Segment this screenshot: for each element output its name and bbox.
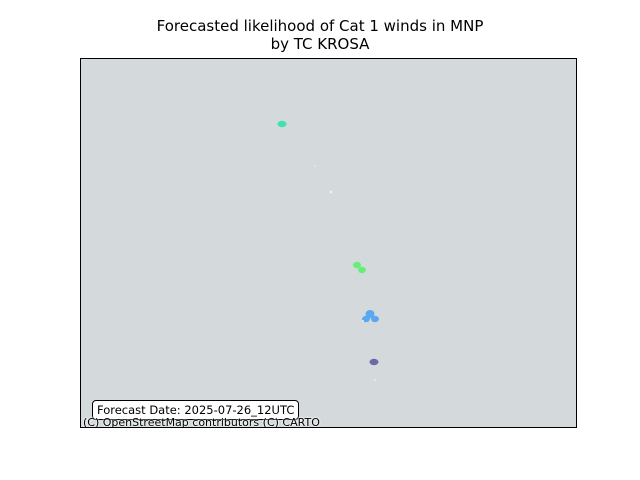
- south-cluster-marker: [365, 310, 375, 318]
- middle-island-marker: [353, 261, 361, 269]
- map-title-line1: Forecasted likelihood of Cat 1 winds in …: [156, 17, 484, 35]
- small-islet: [362, 320, 364, 322]
- south-cluster-marker: [371, 315, 379, 323]
- small-islet: [314, 165, 316, 167]
- north-island-marker: [277, 120, 287, 128]
- middle-island-marker: [358, 266, 366, 274]
- small-islet: [374, 379, 376, 381]
- southern-island-marker: [369, 358, 379, 366]
- map-title: Forecasted likelihood of Cat 1 winds in …: [0, 17, 640, 53]
- map-title-line2: by TC KROSA: [270, 35, 370, 53]
- south-cluster-marker: [362, 315, 370, 323]
- map-attribution: (C) OpenStreetMap contributors (C) CARTO: [83, 416, 320, 428]
- small-islet: [329, 190, 333, 194]
- map-canvas: [277, 120, 379, 381]
- forecast-date-label: Forecast Date: 2025-07-26_12UTC: [92, 400, 300, 420]
- map-panel[interactable]: Forecast Date: 2025-07-26_12UTC (C) Open…: [80, 58, 577, 428]
